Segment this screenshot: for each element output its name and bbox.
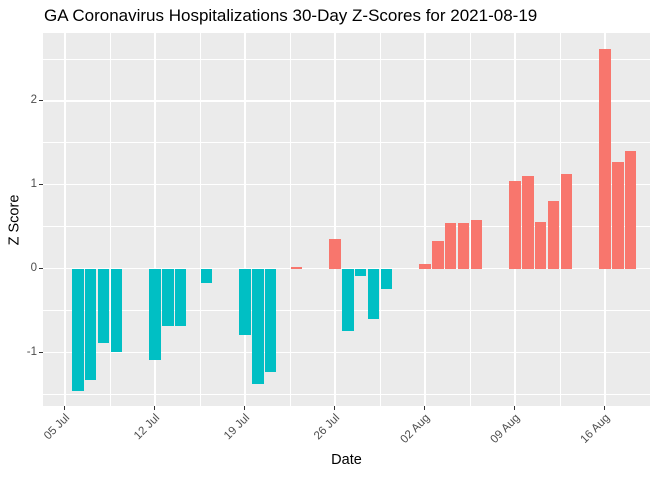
gridline-minor-h xyxy=(43,142,650,144)
x-tick-mark xyxy=(64,406,66,410)
bar xyxy=(509,180,521,269)
x-tick-mark xyxy=(244,406,246,410)
bar xyxy=(522,176,534,269)
x-axis-title: Date xyxy=(331,452,362,468)
gridline-major-h xyxy=(43,100,650,102)
gridline-major-h xyxy=(43,351,650,353)
bar xyxy=(560,173,573,269)
gridline-major-v xyxy=(244,33,246,406)
bar xyxy=(110,268,123,352)
gridline-major-v xyxy=(424,33,426,406)
bar xyxy=(354,268,367,277)
bar xyxy=(380,268,393,290)
gridline-minor-v xyxy=(289,33,291,406)
x-tick-label: 09 Aug xyxy=(488,412,523,446)
gridline-minor-h xyxy=(43,393,650,395)
bar xyxy=(470,219,483,269)
bar xyxy=(239,268,251,335)
gridline-minor-h xyxy=(43,58,650,60)
bar xyxy=(252,268,264,385)
bar xyxy=(84,268,97,380)
gridline-minor-v xyxy=(469,33,471,406)
gridline-major-v xyxy=(334,33,336,406)
gridline-major-h xyxy=(43,184,650,186)
x-tick-mark xyxy=(514,406,516,410)
plot-panel xyxy=(43,33,650,406)
bar xyxy=(599,48,611,269)
bar xyxy=(264,268,277,373)
bar xyxy=(200,268,213,283)
x-tick-mark xyxy=(154,406,156,410)
x-tick-label: 02 Aug xyxy=(398,412,433,446)
y-axis-title-box: Z Score xyxy=(6,33,22,406)
bar xyxy=(174,268,187,327)
bar xyxy=(624,151,637,269)
bar xyxy=(162,268,174,327)
bar xyxy=(329,239,341,269)
bar xyxy=(612,162,624,269)
bar xyxy=(534,221,547,269)
x-tick-label: 05 Jul xyxy=(42,412,73,443)
bar xyxy=(97,268,110,344)
gridline-major-h xyxy=(43,267,650,270)
bar xyxy=(547,200,560,269)
bar xyxy=(432,240,444,269)
bar xyxy=(367,268,380,319)
x-tick-label: 19 Jul xyxy=(222,412,253,443)
gridline-major-v xyxy=(64,33,66,406)
gridline-minor-v xyxy=(559,33,561,406)
x-tick-mark xyxy=(424,406,426,410)
bar xyxy=(72,268,84,391)
bar xyxy=(149,268,161,360)
x-tick-mark xyxy=(334,406,336,410)
bar xyxy=(444,223,457,269)
bar xyxy=(457,223,470,269)
gridline-minor-v xyxy=(379,33,381,406)
x-tick-label: 12 Jul xyxy=(132,412,163,443)
bar xyxy=(342,268,354,331)
chart-title: GA Coronavirus Hospitalizations 30-Day Z… xyxy=(44,6,538,25)
bar xyxy=(419,263,431,269)
y-axis-title: Z Score xyxy=(6,194,23,245)
x-tick-mark xyxy=(604,406,606,410)
gridline-minor-h xyxy=(43,226,650,227)
bar xyxy=(290,266,303,269)
x-tick-label: 26 Jul xyxy=(312,412,343,443)
gridline-minor-v xyxy=(199,33,201,406)
gridline-minor-v xyxy=(109,33,111,406)
gridline-major-v xyxy=(154,33,156,406)
x-tick-label: 16 Aug xyxy=(578,412,613,446)
